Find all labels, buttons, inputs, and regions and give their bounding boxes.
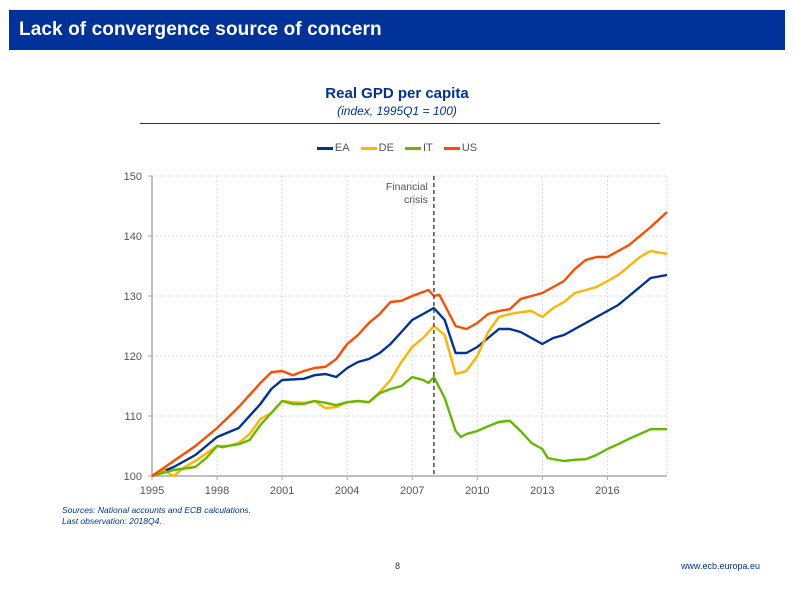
legend-swatch-de — [360, 146, 377, 150]
y-tick-label: 140 — [124, 231, 142, 243]
chart-legend: EA DE IT US — [0, 142, 794, 154]
financial-crisis-label-line1: Financial — [386, 181, 428, 193]
slide-title: Lack of convergence source of concern — [19, 19, 382, 40]
series-line-us — [151, 211, 668, 477]
chart-sources: Sources: National accounts and ECB calcu… — [62, 505, 251, 527]
legend-item-it: IT — [404, 142, 433, 155]
x-tick-label: 1998 — [205, 485, 229, 497]
page-number: 8 — [395, 561, 401, 571]
x-tick-label: 2016 — [595, 485, 619, 497]
sources-note: Sources: National accounts and ECB calcu… — [62, 505, 251, 515]
footer-url[interactable]: www.ecb.europa.eu — [680, 561, 760, 571]
y-tick-label: 150 — [124, 171, 142, 183]
slide-title-bar: Lack of convergence source of concern — [9, 10, 785, 50]
legend-item-ea: EA — [316, 142, 350, 155]
legend-swatch-us — [443, 146, 460, 150]
x-tick-label: 2004 — [335, 485, 359, 497]
chart-subtitle: (index, 1995Q1 = 100) — [337, 104, 457, 118]
series-line-ea — [151, 273, 668, 478]
legend-label-ea: EA — [334, 142, 350, 155]
y-tick-label: 130 — [124, 291, 142, 303]
legend-label-it: IT — [422, 142, 433, 155]
legend-label-de: DE — [378, 142, 394, 155]
legend-swatch-ea — [316, 146, 333, 150]
series-line-it — [151, 375, 667, 478]
legend-label-us: US — [461, 142, 478, 155]
x-tick-label: 2007 — [400, 485, 424, 497]
financial-crisis-label-line2: crisis — [404, 194, 428, 206]
series-line-de — [151, 249, 668, 478]
title-divider — [140, 123, 660, 124]
y-tick-label: 100 — [124, 471, 142, 483]
legend-item-us: US — [443, 142, 478, 155]
y-tick-label: 110 — [124, 411, 142, 423]
legend-swatch-it — [404, 146, 421, 150]
last-observation-note: Last observation: 2018Q4. — [62, 516, 162, 526]
legend-item-de: DE — [360, 142, 394, 155]
x-tick-label: 2010 — [465, 485, 489, 497]
chart-title: Real GPD per capita — [325, 85, 469, 102]
x-tick-label: 2001 — [270, 485, 294, 497]
y-tick-label: 120 — [124, 351, 142, 363]
x-tick-label: 1995 — [140, 485, 164, 497]
x-tick-label: 2013 — [530, 485, 554, 497]
